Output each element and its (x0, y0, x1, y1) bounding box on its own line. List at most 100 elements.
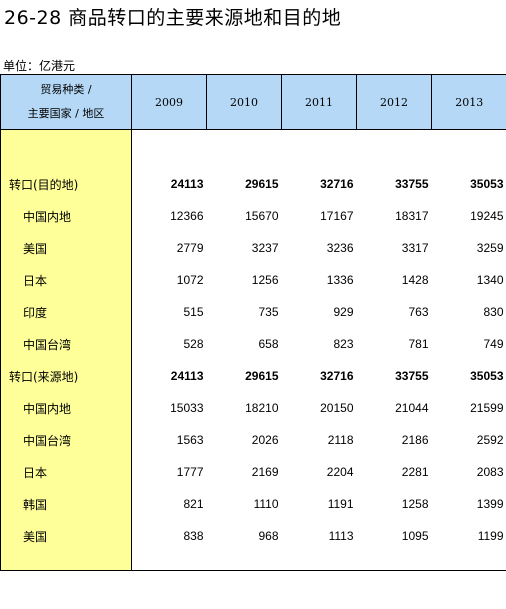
value-cell: 749 (483, 337, 504, 351)
value-cell: 929 (333, 305, 354, 319)
year-header: 2011 (281, 74, 357, 130)
value-cell: 1777 (176, 465, 204, 479)
table-row-total: 转口(目的地) 24113 29615 32716 33755 35053 (0, 168, 506, 200)
category-header-line1: 贸易种类 / (40, 83, 92, 96)
value-cell: 830 (483, 305, 504, 319)
value-cell: 1258 (401, 497, 429, 511)
row-label: 印度 (0, 296, 132, 328)
value-cell: 29615 (245, 177, 279, 191)
label-cell-empty (0, 552, 132, 571)
year-header: 2009 (131, 74, 207, 130)
table-row: 中国内地 12366 15670 17167 18317 19245 (0, 200, 506, 232)
value-cell: 1336 (326, 273, 354, 287)
value-cell: 33755 (395, 177, 429, 191)
table-body: 转口(目的地) 24113 29615 32716 33755 35053 中国内地 1236… (0, 129, 506, 571)
value-cell: 2204 (326, 465, 354, 479)
row-label: 中国台湾 (0, 328, 132, 360)
category-header-line2: 主要国家 / 地区 (27, 107, 105, 120)
value-cell: 24113 (170, 369, 204, 383)
year-header: 2013 (431, 74, 506, 130)
value-cell: 968 (258, 529, 279, 543)
row-label: 美国 (0, 232, 132, 264)
value-cell: 1563 (176, 433, 204, 447)
value-cell: 35053 (470, 369, 504, 383)
value-cell: 1110 (253, 497, 279, 511)
table-row: 日本 1072 1256 1336 1428 1340 (0, 264, 506, 296)
value-cell: 2083 (476, 465, 504, 479)
value-cell: 2779 (176, 241, 204, 255)
value-cell: 528 (183, 337, 204, 351)
value-cell: 1340 (476, 273, 504, 287)
value-cell: 2118 (327, 433, 354, 447)
row-label: 韩国 (0, 488, 132, 520)
row-label: 中国内地 (0, 392, 132, 424)
table-row: 韩国 821 1110 1191 1258 1399 (0, 488, 506, 520)
value-cell: 781 (408, 337, 429, 351)
table-row: 中国内地 15033 18210 20150 21044 21599 (0, 392, 506, 424)
value-cell: 21599 (470, 401, 504, 415)
label-cell-empty (0, 129, 132, 168)
value-cell: 658 (258, 337, 279, 351)
table-row: 中国台湾 528 658 823 781 749 (0, 328, 506, 360)
value-cell: 29615 (245, 369, 279, 383)
empty-cell (281, 552, 357, 571)
data-table-container: 贸易种类 / 主要国家 / 地区 2009 2010 2011 2012 201… (0, 74, 506, 576)
value-cell: 18210 (245, 401, 279, 415)
value-cell: 823 (333, 337, 354, 351)
table-row: 美国 838 968 1113 1095 1199 (0, 520, 506, 552)
row-label: 中国内地 (0, 200, 132, 232)
value-cell: 12366 (170, 209, 204, 223)
value-cell: 3236 (326, 241, 354, 255)
table-row: 日本 1777 2169 2204 2281 2083 (0, 456, 506, 488)
empty-cell (356, 552, 432, 571)
table-row-total: 转口(来源地) 24113 29615 32716 33755 35053 (0, 360, 506, 392)
value-cell: 32716 (320, 177, 354, 191)
unit-label: 单位：亿港元 (3, 59, 76, 73)
table-bottom-row (0, 552, 506, 571)
value-cell: 735 (258, 305, 279, 319)
value-cell: 32716 (320, 369, 354, 383)
value-cell: 20150 (320, 401, 354, 415)
value-cell: 2281 (401, 465, 429, 479)
value-cell: 1428 (401, 273, 429, 287)
value-cell: 2592 (476, 433, 504, 447)
value-cell: 2026 (251, 433, 279, 447)
table-row: 美国 2779 3237 3236 3317 3259 (0, 232, 506, 264)
row-label: 美国 (0, 520, 132, 552)
value-cell: 17167 (320, 209, 354, 223)
row-label: 日本 (0, 456, 132, 488)
value-cell: 3237 (251, 241, 279, 255)
value-cell: 1399 (476, 497, 504, 511)
value-cell: 15670 (245, 209, 279, 223)
value-cell: 33755 (395, 369, 429, 383)
value-cell: 1191 (327, 497, 354, 511)
row-label: 中国台湾 (0, 424, 132, 456)
row-label: 转口(目的地) (0, 168, 132, 200)
spacer-row (0, 129, 506, 168)
value-cell: 15033 (170, 401, 204, 415)
value-cell: 19245 (470, 209, 504, 223)
value-cell: 763 (408, 305, 429, 319)
year-header: 2012 (356, 74, 432, 130)
value-cell: 515 (183, 305, 204, 319)
empty-cell (131, 552, 207, 571)
value-cell: 3317 (401, 241, 429, 255)
value-cell: 821 (183, 497, 204, 511)
row-label: 日本 (0, 264, 132, 296)
value-cell: 1199 (477, 529, 504, 543)
category-header: 贸易种类 / 主要国家 / 地区 (0, 74, 132, 130)
value-cell: 18317 (395, 209, 429, 223)
empty-cell (431, 552, 506, 571)
value-cell: 1095 (401, 529, 429, 543)
value-cell: 1113 (328, 529, 354, 543)
page-title: 26-28 商品转口的主要来源地和目的地 (4, 7, 342, 29)
value-cell: 1072 (176, 273, 204, 287)
value-cell: 1256 (251, 273, 279, 287)
empty-cell (206, 552, 282, 571)
row-label: 转口(来源地) (0, 360, 132, 392)
table-header-row: 贸易种类 / 主要国家 / 地区 2009 2010 2011 2012 201… (0, 74, 506, 130)
value-cell: 2186 (401, 433, 429, 447)
value-cell: 2169 (251, 465, 279, 479)
table-row: 中国台湾 1563 2026 2118 2186 2592 (0, 424, 506, 456)
year-header: 2010 (206, 74, 282, 130)
